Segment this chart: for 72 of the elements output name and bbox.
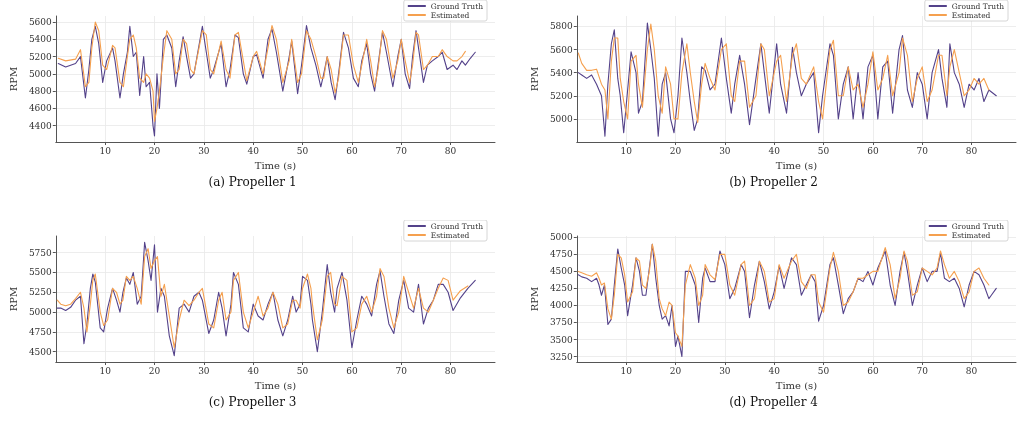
y-tick-label: 3750 [549, 317, 574, 328]
text: (a) Propeller 1 [208, 175, 297, 189]
y-tick-label: 5250 [28, 287, 53, 298]
y-tick-label: 5800 [549, 21, 574, 32]
x-tick-label: 50 [817, 145, 830, 156]
x-tick-label: 40 [247, 365, 260, 376]
x-tick-label: 60 [346, 365, 358, 376]
x-tick-label: 20 [148, 365, 161, 376]
x-axis-title: Time (s) [254, 379, 297, 391]
x-tick-label: 30 [719, 365, 731, 376]
y-tick-label: 5500 [28, 267, 53, 278]
x-tick-label: 10 [99, 145, 112, 156]
x-tick-label: 30 [719, 145, 731, 156]
text: (c) Propeller 3 [208, 395, 297, 409]
x-axis-title: Time (s) [775, 159, 818, 171]
x-tick-label: 80 [444, 145, 457, 156]
x-tick-label: 20 [669, 145, 682, 156]
y-axis-title: RPM [7, 66, 19, 92]
y-tick-label: 5600 [549, 44, 574, 55]
y-tick-label: 4600 [28, 103, 53, 114]
x-tick-label: 30 [198, 365, 210, 376]
x-tick-label: 80 [965, 365, 978, 376]
x-tick-label: 80 [965, 145, 978, 156]
y-tick-label: 5400 [28, 34, 53, 45]
x-tick-label: 40 [768, 365, 781, 376]
x-tick-label: 40 [247, 145, 260, 156]
y-tick-label: 5000 [28, 68, 53, 79]
x-tick-label: 50 [817, 365, 830, 376]
x-tick-label: 50 [296, 145, 309, 156]
y-tick-label: 5600 [28, 17, 53, 28]
x-tick-label: 60 [867, 145, 879, 156]
x-tick-label: 70 [395, 365, 408, 376]
x-tick-label: 30 [198, 145, 210, 156]
x-axis-title: Time (s) [775, 379, 818, 391]
x-tick-label: 60 [867, 365, 879, 376]
x-tick-label: 70 [916, 365, 929, 376]
y-axis-title: RPM [528, 286, 540, 312]
x-tick-label: 10 [620, 365, 633, 376]
y-tick-label: 3250 [549, 351, 574, 362]
x-axis-title: Time (s) [254, 159, 297, 171]
y-tick-label: 5750 [28, 247, 53, 258]
y-tick-label: 4800 [28, 86, 53, 97]
y-tick-label: 4250 [549, 283, 574, 294]
x-tick-label: 10 [99, 365, 112, 376]
x-tick-label: 20 [148, 145, 161, 156]
y-tick-label: 5200 [549, 90, 574, 101]
x-tick-label: 80 [444, 365, 457, 376]
line-series [57, 24, 476, 137]
y-tick-label: 4750 [549, 249, 574, 260]
x-tick-label: 20 [669, 365, 682, 376]
y-axis-title: RPM [528, 66, 540, 92]
x-tick-label: 10 [620, 145, 633, 156]
x-tick-label: 70 [916, 145, 929, 156]
text: (d) Propeller 4 [729, 395, 819, 409]
y-tick-label: 4500 [28, 346, 53, 357]
y-tick-label: 5000 [549, 232, 574, 243]
y-tick-label: 4000 [549, 300, 574, 311]
text: (b) Propeller 2 [729, 175, 818, 189]
y-tick-label: 5000 [549, 113, 574, 124]
y-tick-label: 5200 [28, 51, 53, 62]
y-tick-label: 4750 [28, 326, 53, 337]
y-tick-label: 4400 [28, 120, 53, 131]
y-tick-label: 4500 [549, 266, 574, 277]
y-tick-label: 3500 [549, 334, 574, 345]
y-axis-title: RPM [7, 286, 19, 312]
x-tick-label: 50 [296, 365, 309, 376]
y-tick-label: 5400 [549, 67, 574, 78]
x-tick-label: 60 [346, 145, 358, 156]
y-tick-label: 5000 [28, 307, 53, 318]
x-tick-label: 70 [395, 145, 408, 156]
line-series [57, 21, 466, 122]
x-tick-label: 40 [768, 145, 781, 156]
